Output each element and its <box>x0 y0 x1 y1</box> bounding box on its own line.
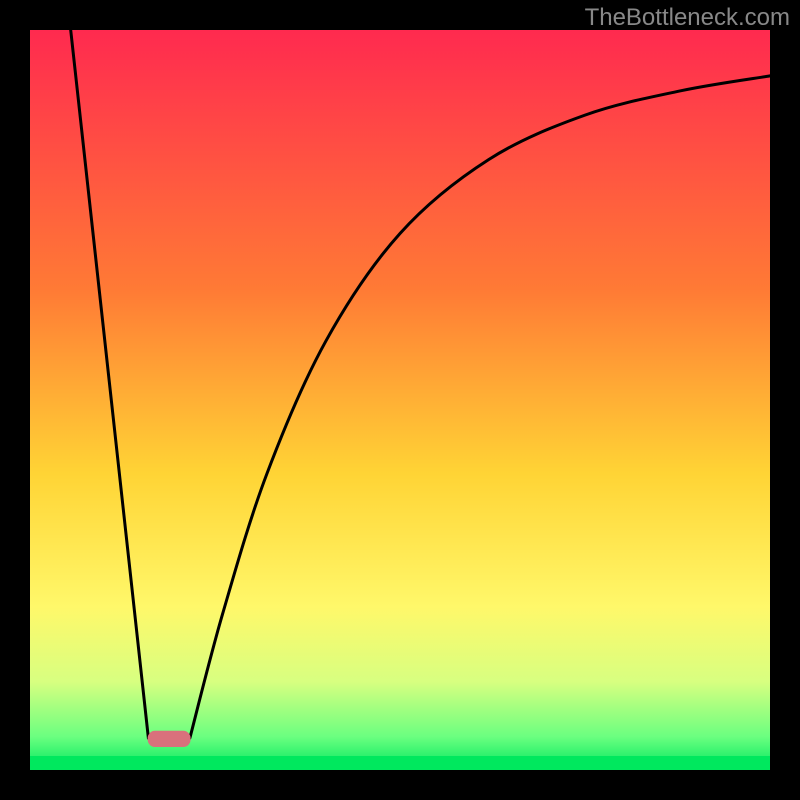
watermark-text: TheBottleneck.com <box>585 4 790 32</box>
chart-container: TheBottleneck.com <box>0 0 800 800</box>
bottom-green-band <box>30 756 770 770</box>
apex-marker <box>148 731 191 747</box>
bottleneck-chart <box>0 0 800 800</box>
